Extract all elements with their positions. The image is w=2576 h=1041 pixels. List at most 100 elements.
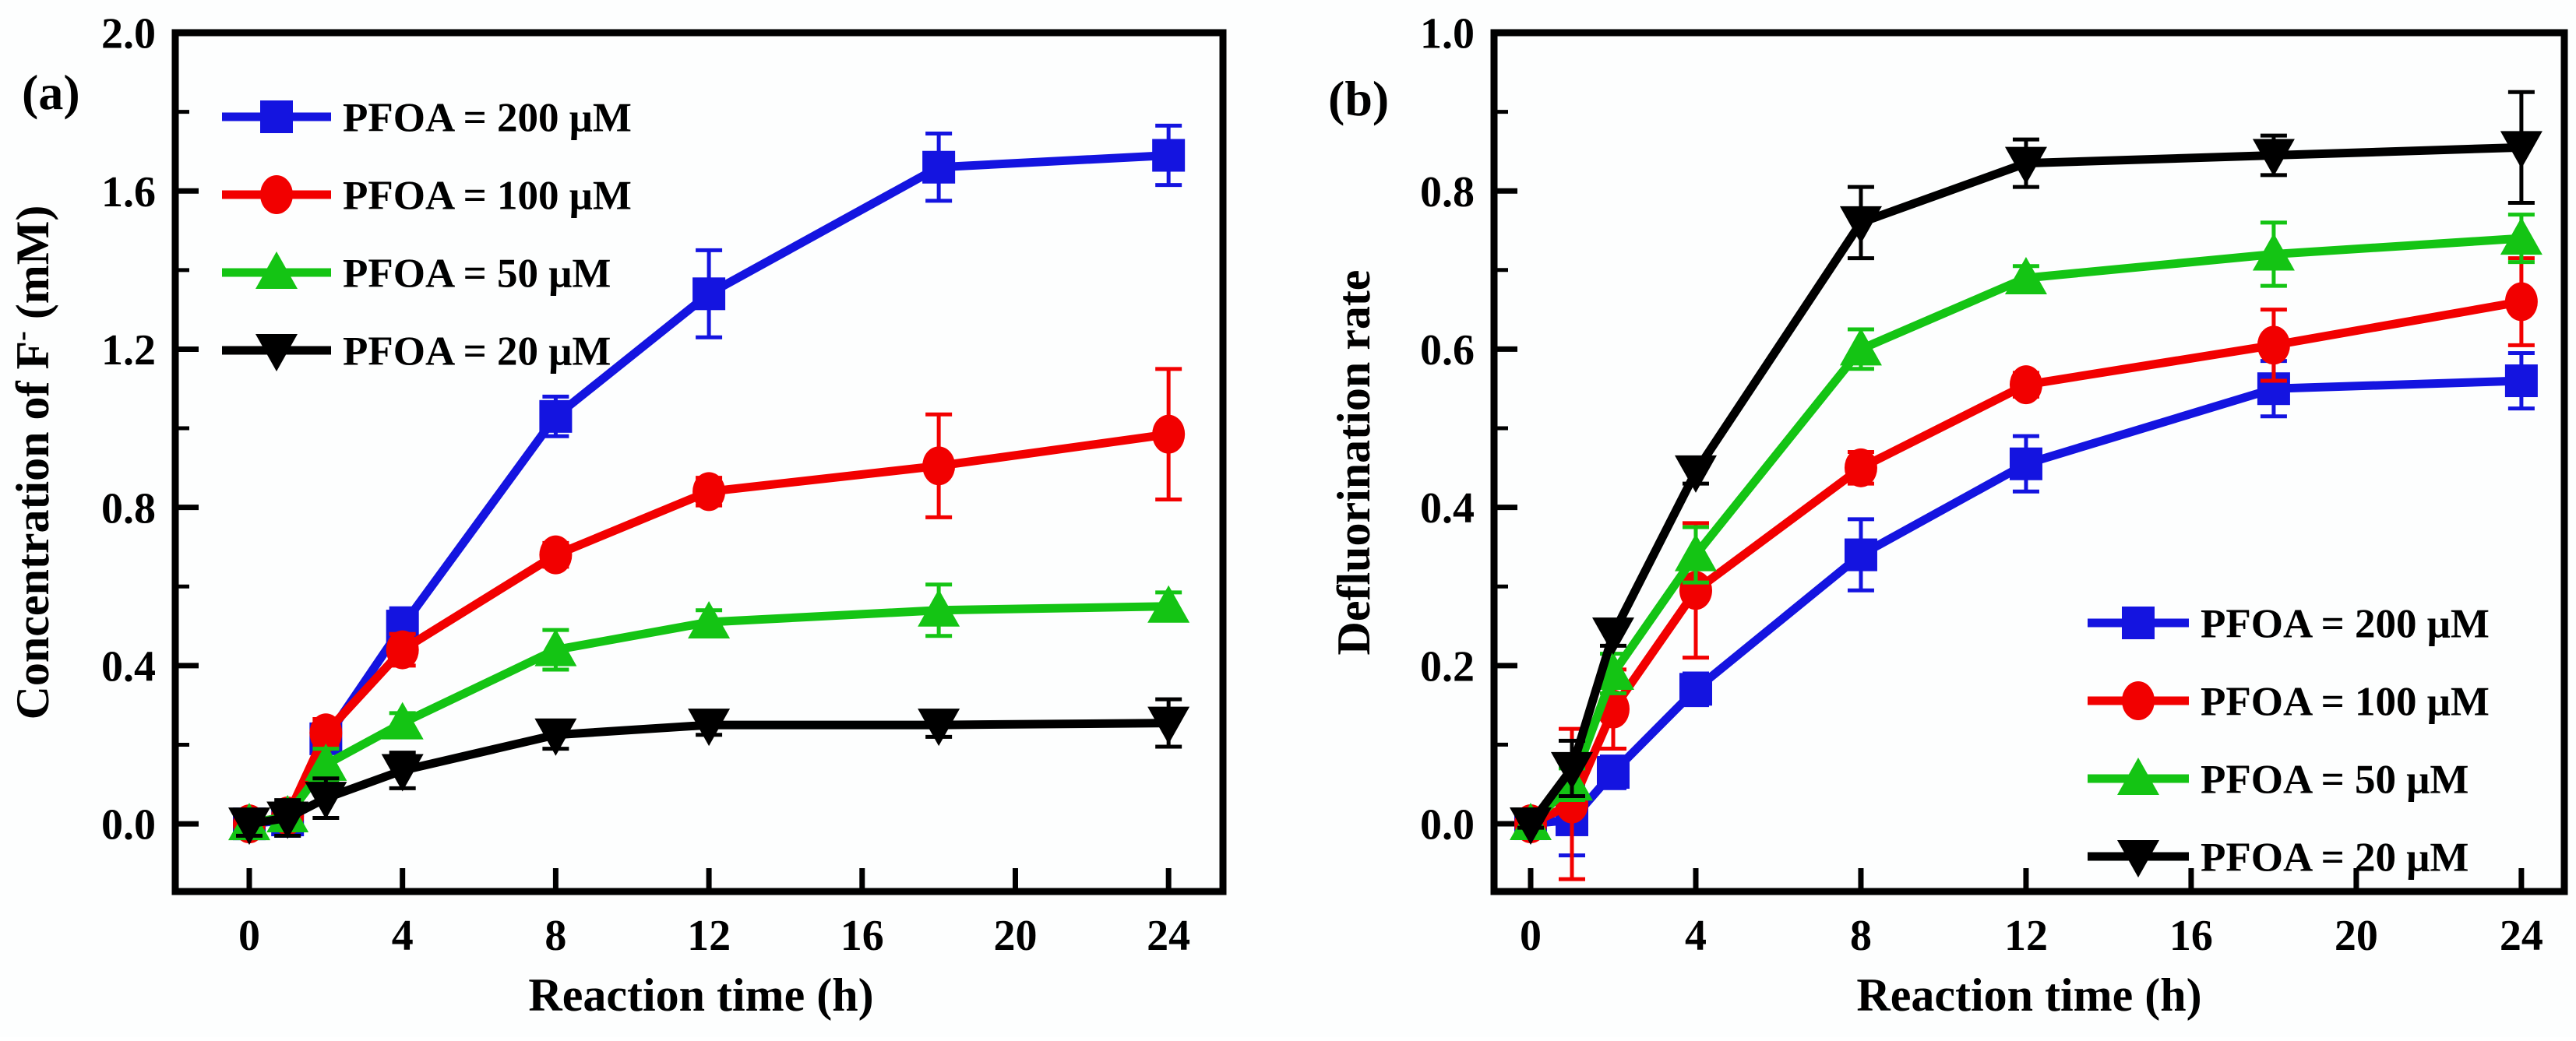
data-point-marker xyxy=(381,702,424,740)
series-line xyxy=(1527,142,2522,827)
legend-label: PFOA = 200 μM xyxy=(2201,602,2490,647)
panel-a: 0 4 8 12 16 20 24 0.0 0.4 0.8 1.2 1.6 2.0 PFOA = 200 … xyxy=(5,10,1227,1021)
y-tick-label: 2.0 xyxy=(101,10,156,58)
data-point-marker xyxy=(2252,139,2295,177)
data-point-marker xyxy=(266,801,309,839)
x-tick-label: 0 xyxy=(238,912,260,960)
legend-marker xyxy=(255,334,298,371)
data-point-marker xyxy=(1674,533,1717,571)
x-axis-title: Reaction time (h) xyxy=(528,969,873,1021)
x-tick-label: 8 xyxy=(1850,912,1872,960)
x-tick-label: 16 xyxy=(840,912,884,960)
legend-marker xyxy=(2117,840,2159,877)
legend-item: PFOA = 20 μM xyxy=(2088,835,2469,881)
x-axis-title: Reaction time (h) xyxy=(1856,969,2201,1021)
data-point-marker xyxy=(534,628,577,666)
legend-item: PFOA = 200 μM xyxy=(2088,602,2490,647)
y-tick-label: 1.0 xyxy=(1420,10,1475,58)
data-point-marker xyxy=(2504,364,2538,398)
data-point-marker xyxy=(1591,617,1634,656)
legend-label: PFOA = 50 μM xyxy=(343,251,611,297)
data-point-marker xyxy=(922,150,956,184)
data-point-marker xyxy=(2009,447,2042,480)
data-point-marker xyxy=(2500,217,2543,255)
x-tick-label: 20 xyxy=(993,912,1037,960)
data-point-marker xyxy=(692,472,726,512)
data-point-marker xyxy=(922,446,956,486)
plot-frame xyxy=(171,29,1227,895)
data-point-marker xyxy=(386,630,419,670)
x-tick-label: 24 xyxy=(2500,912,2543,960)
data-point-marker xyxy=(2004,256,2047,294)
series-triangle-down xyxy=(1510,90,2543,846)
y-tick-label: 0.8 xyxy=(1420,168,1475,216)
legend-label: PFOA = 200 μM xyxy=(343,96,632,141)
legend-marker xyxy=(255,251,298,289)
data-point-marker xyxy=(305,743,347,781)
legend-label: PFOA = 20 μM xyxy=(2201,835,2469,881)
y-tick-label: 0.6 xyxy=(1420,326,1475,375)
y-tick-label: 0.8 xyxy=(101,484,156,533)
y-axis-title: Concentration of F- (mM) xyxy=(5,206,58,720)
legend: PFOA = 200 μM PFOA = 100 μM PFOA = 50 μM PF… xyxy=(222,96,632,375)
data-point-marker xyxy=(688,709,731,747)
legend-item: PFOA = 20 μM xyxy=(222,329,611,375)
y-tick-label: 0.4 xyxy=(1420,484,1475,533)
x-tick-label: 0 xyxy=(1520,912,1542,960)
data-point-marker xyxy=(539,399,573,433)
legend-label: PFOA = 100 μM xyxy=(2201,680,2490,725)
data-point-marker xyxy=(1844,448,1877,487)
y-tick-label: 0.0 xyxy=(1420,801,1475,849)
data-point-marker xyxy=(309,713,343,753)
data-point-marker xyxy=(1551,751,1594,790)
y-tick-label: 0.2 xyxy=(1420,642,1475,691)
legend-marker xyxy=(2122,681,2155,720)
data-point-marker xyxy=(1596,755,1630,789)
legend-label: PFOA = 20 μM xyxy=(343,329,611,375)
panel-b: 0 4 8 12 16 20 24 0.0 0.2 0.4 0.6 0.8 1.0 PFOA = 200 … xyxy=(1328,10,2568,1021)
panel-label: (b) xyxy=(1328,71,1389,126)
x-tick-label: 4 xyxy=(1685,912,1707,960)
data-point-marker xyxy=(1147,585,1190,623)
legend-item: PFOA = 100 μM xyxy=(222,174,632,219)
legend-marker xyxy=(260,100,293,133)
x-tick-label: 4 xyxy=(392,912,414,960)
data-point-marker xyxy=(692,277,726,311)
data-point-marker xyxy=(688,601,731,639)
panel-label: (a) xyxy=(22,65,80,120)
data-point-marker xyxy=(534,718,577,756)
legend: PFOA = 200 μM PFOA = 100 μM PFOA = 50 μM PF… xyxy=(2088,602,2490,881)
data-point-marker xyxy=(1844,538,1877,571)
legend-item: PFOA = 50 μM xyxy=(222,251,611,297)
x-tick-label: 8 xyxy=(544,912,566,960)
data-point-marker xyxy=(1152,414,1186,454)
data-point-marker xyxy=(1674,455,1717,493)
data-point-marker xyxy=(1147,706,1190,744)
data-point-marker xyxy=(918,589,960,627)
x-tick-label: 24 xyxy=(1147,912,1190,960)
data-point-marker xyxy=(1510,807,1552,846)
data-point-marker xyxy=(918,709,960,747)
data-point-marker xyxy=(539,535,573,575)
data-point-marker xyxy=(1839,328,1882,366)
x-tick-label: 16 xyxy=(2169,912,2213,960)
legend-label: PFOA = 50 μM xyxy=(2201,758,2469,803)
legend-marker xyxy=(2122,607,2155,639)
data-point-marker xyxy=(2257,325,2290,365)
x-tick-label: 20 xyxy=(2335,912,2378,960)
y-axis-title: Defluorination rate xyxy=(1328,270,1380,656)
data-point-marker xyxy=(228,807,271,846)
data-point-marker xyxy=(1839,206,1882,244)
data-point-marker xyxy=(1152,139,1186,172)
legend-item: PFOA = 100 μM xyxy=(2088,680,2490,725)
plot-frame xyxy=(1490,29,2568,895)
series-triangle-down xyxy=(228,697,1190,846)
legend-item: PFOA = 200 μM xyxy=(222,96,632,141)
data-point-marker xyxy=(2504,282,2538,322)
data-point-marker xyxy=(1679,673,1712,706)
legend-label: PFOA = 100 μM xyxy=(343,174,632,219)
y-tick-label: 1.6 xyxy=(101,168,156,216)
legend-item: PFOA = 50 μM xyxy=(2088,758,2469,803)
